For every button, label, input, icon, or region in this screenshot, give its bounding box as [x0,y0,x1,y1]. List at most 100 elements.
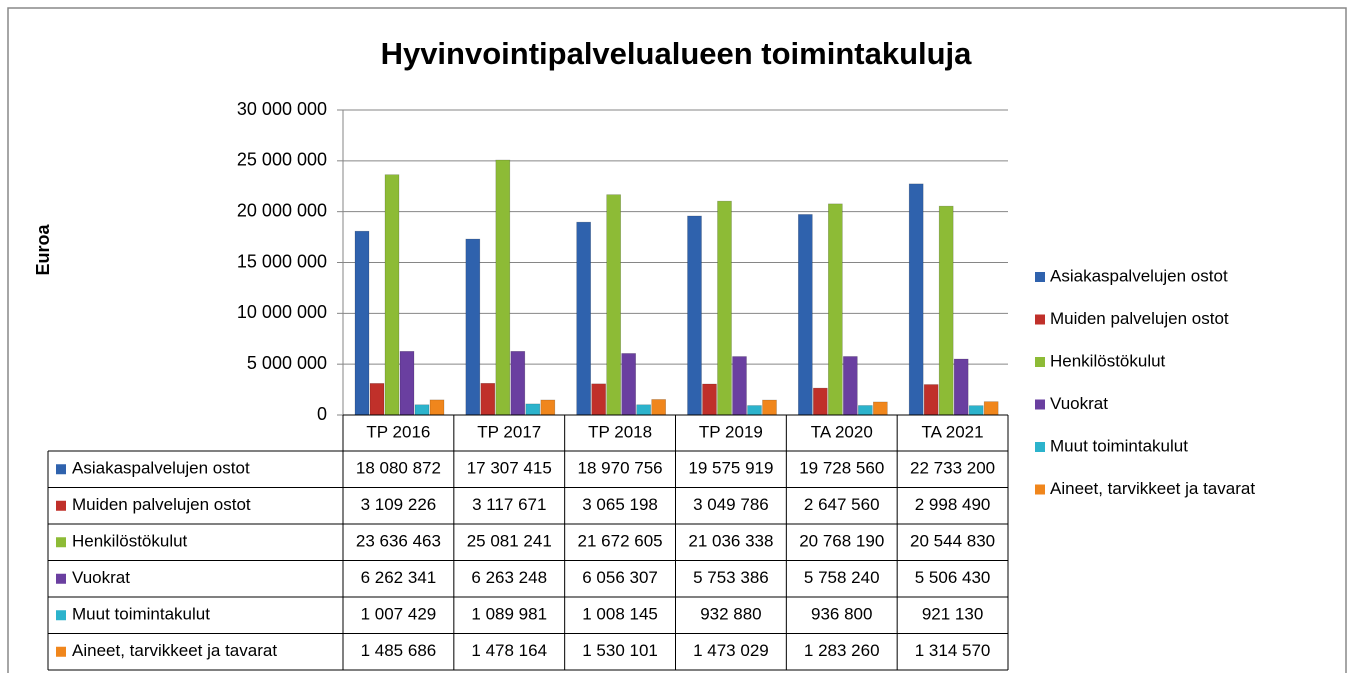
table-cell: 18 080 872 [356,459,441,478]
table-cell: 6 056 307 [582,568,658,587]
table-cell: 2 647 560 [804,495,880,514]
table-cell: 23 636 463 [356,532,441,551]
table-legend-key [56,464,66,475]
table-cell: 3 065 198 [582,495,658,514]
bar [510,351,526,416]
table-cell: 21 036 338 [688,532,773,551]
table-cell: 1 007 429 [361,605,437,624]
table-legend-key [56,500,66,511]
table-cell: 3 049 786 [693,495,769,514]
bar [414,404,430,416]
bar [813,387,828,416]
bar [923,384,939,416]
bar [384,174,400,416]
legend-key [1035,484,1045,495]
bar [591,383,606,416]
y-tick-label: 10 000 000 [237,302,327,322]
x-tick-label: TP 2018 [588,422,652,441]
chart-title: Hyvinvointipalvelualueen toimintakuluja [381,36,973,71]
bar [798,214,813,416]
table-cell: 5 506 430 [915,568,991,587]
table-row-label: Vuokrat [72,568,130,587]
table-cell: 1 485 686 [361,641,437,660]
bar [354,230,370,416]
bar [702,383,717,416]
table-cell: 936 800 [811,605,872,624]
table-row-label: Muiden palvelujen ostot [72,495,251,514]
table-cell: 5 753 386 [693,568,769,587]
table-cell: 3 109 226 [361,495,437,514]
table-cell: 921 130 [922,605,983,624]
y-tick-label: 25 000 000 [237,150,327,170]
legend-label: Muiden palvelujen ostot [1050,309,1229,328]
table-cell: 932 880 [700,605,761,624]
bar [495,159,511,416]
bar [843,356,858,416]
table-cell: 3 117 671 [472,495,546,514]
table-row-label: Aineet, tarvikkeet ja tavarat [72,641,277,660]
bar [465,238,481,416]
bar [828,203,843,416]
bar [953,358,969,416]
bar [873,401,888,416]
table-cell: 22 733 200 [910,459,995,478]
legend-key [1035,357,1045,367]
y-tick-label: 5 000 000 [247,353,327,373]
x-tick-label: TP 2017 [477,422,541,441]
table-cell: 6 263 248 [471,568,547,587]
legend-key [1035,442,1045,452]
y-tick-label: 20 000 000 [237,200,327,220]
bar [687,215,702,416]
legend-label: Aineet, tarvikkeet ja tavarat [1050,479,1255,498]
bar [576,221,591,416]
table-cell: 6 262 341 [361,568,437,587]
x-tick-label: TA 2021 [922,422,984,441]
bar [540,399,556,416]
table-cell: 17 307 415 [467,459,552,478]
table-legend-key [56,537,66,548]
table-cell: 1 478 164 [471,641,547,660]
y-tick-label: 30 000 000 [237,99,327,119]
bar [732,356,747,416]
table-row-label: Henkilöstökulut [72,532,188,551]
chart-frame [7,7,1347,673]
table-cell: 19 575 919 [688,459,773,478]
table-cell: 1 314 570 [915,641,991,660]
y-tick-label: 15 000 000 [237,251,327,271]
bar [480,383,496,416]
table-legend-key [56,573,66,584]
legend-key [1035,399,1045,410]
table-cell: 1 530 101 [582,641,658,660]
legend-label: Asiakaspalvelujen ostot [1050,266,1228,285]
table-cell: 1 089 981 [471,605,547,624]
table-cell: 1 283 260 [804,641,880,660]
x-tick-label: TP 2016 [366,422,430,441]
bar [717,200,732,416]
legend-key [1035,272,1045,282]
legend-label: Henkilöstökulut [1050,351,1166,370]
bar [636,404,651,416]
y-axis-label: Euroa [33,224,53,276]
table-cell: 1 008 145 [582,605,658,624]
bar [399,351,415,416]
x-tick-label: TA 2020 [811,422,873,441]
legend-label: Muut toimintakulut [1050,436,1188,455]
table-cell: 1 473 029 [693,641,769,660]
bar [983,401,999,416]
bar [747,405,762,416]
bar [621,353,636,416]
bar [525,403,541,416]
bar [606,194,621,416]
x-tick-label: TP 2019 [699,422,763,441]
table-cell: 18 970 756 [578,459,663,478]
bar [968,405,984,416]
bar [429,399,445,416]
table-row-label: Muut toimintakulut [72,605,210,624]
table-cell: 21 672 605 [578,532,663,551]
bar [858,405,873,416]
table-row-label: Asiakaspalvelujen ostot [72,459,250,478]
table-cell: 25 081 241 [467,532,552,551]
table-cell: 2 998 490 [915,495,991,514]
table-legend-key [56,646,66,657]
